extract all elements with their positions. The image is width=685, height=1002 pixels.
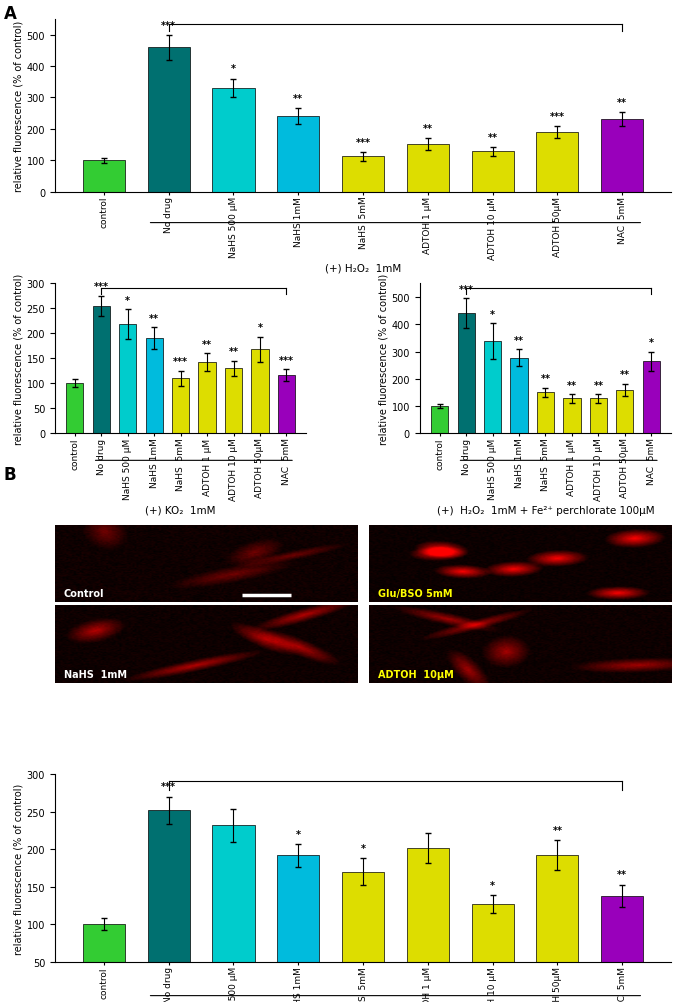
Bar bbox=[172, 379, 189, 434]
Text: *: * bbox=[360, 843, 366, 853]
Text: ***: *** bbox=[356, 137, 371, 147]
Text: ***: *** bbox=[161, 21, 176, 30]
X-axis label: (+) H₂O₂  1mM: (+) H₂O₂ 1mM bbox=[325, 264, 401, 274]
Text: ***: *** bbox=[550, 111, 565, 121]
Bar bbox=[471, 152, 514, 192]
Bar bbox=[431, 407, 448, 434]
Text: **: ** bbox=[617, 97, 627, 107]
Text: *: * bbox=[649, 338, 653, 348]
Bar bbox=[147, 48, 190, 192]
Text: Control: Control bbox=[64, 589, 104, 599]
Text: *: * bbox=[490, 880, 495, 890]
Bar bbox=[147, 811, 190, 999]
Text: **: ** bbox=[488, 132, 497, 142]
Bar bbox=[66, 384, 84, 434]
Text: **: ** bbox=[229, 347, 238, 357]
Bar bbox=[212, 826, 255, 999]
Bar bbox=[199, 363, 216, 434]
Bar bbox=[83, 161, 125, 192]
Bar bbox=[92, 307, 110, 434]
Bar bbox=[590, 399, 607, 434]
Text: **: ** bbox=[514, 336, 524, 346]
Text: *: * bbox=[490, 310, 495, 320]
Text: ADTOH  10µM: ADTOH 10µM bbox=[378, 669, 454, 679]
Bar bbox=[119, 325, 136, 434]
Text: ***: *** bbox=[459, 285, 473, 295]
Bar bbox=[342, 157, 384, 192]
Text: **: ** bbox=[423, 124, 433, 134]
Y-axis label: relative fluorescence (% of control): relative fluorescence (% of control) bbox=[14, 783, 24, 954]
Text: **: ** bbox=[593, 381, 603, 391]
Text: *: * bbox=[258, 323, 262, 333]
Bar bbox=[643, 362, 660, 434]
Text: ***: *** bbox=[161, 782, 176, 792]
Bar bbox=[458, 314, 475, 434]
Text: Glu/BSO 5mM: Glu/BSO 5mM bbox=[378, 589, 453, 599]
Bar bbox=[536, 133, 579, 192]
Bar bbox=[563, 399, 580, 434]
Text: ***: *** bbox=[173, 357, 188, 367]
X-axis label: (+)  H₂O₂  1mM + Fe²⁺ perchlorate 100µM: (+) H₂O₂ 1mM + Fe²⁺ perchlorate 100µM bbox=[436, 505, 654, 515]
Bar bbox=[225, 369, 242, 434]
Bar bbox=[536, 856, 579, 999]
Text: A: A bbox=[3, 5, 16, 23]
Bar bbox=[407, 144, 449, 192]
Text: ***: *** bbox=[279, 356, 294, 366]
X-axis label: (+) KO₂  1mM: (+) KO₂ 1mM bbox=[145, 505, 216, 515]
Bar bbox=[601, 896, 643, 999]
Bar bbox=[510, 358, 527, 434]
Bar bbox=[278, 376, 295, 434]
Text: *: * bbox=[125, 296, 130, 306]
Text: *: * bbox=[231, 64, 236, 74]
Bar bbox=[616, 391, 634, 434]
Bar bbox=[471, 904, 514, 999]
Bar bbox=[83, 925, 125, 999]
Text: **: ** bbox=[617, 869, 627, 879]
Text: **: ** bbox=[552, 825, 562, 835]
Bar bbox=[212, 89, 255, 192]
Text: **: ** bbox=[293, 94, 303, 104]
Text: NaHS  1mM: NaHS 1mM bbox=[64, 669, 127, 679]
Text: **: ** bbox=[567, 381, 577, 391]
Bar bbox=[407, 848, 449, 999]
Text: B: B bbox=[3, 466, 16, 484]
Bar bbox=[601, 119, 643, 192]
Bar bbox=[277, 117, 319, 192]
Y-axis label: relative fluorescence (% of control): relative fluorescence (% of control) bbox=[14, 274, 24, 445]
Text: **: ** bbox=[620, 370, 630, 380]
Text: **: ** bbox=[149, 314, 159, 324]
Text: *: * bbox=[296, 829, 301, 839]
Bar bbox=[146, 339, 163, 434]
Y-axis label: relative fluorescence (% of control): relative fluorescence (% of control) bbox=[379, 274, 388, 445]
Text: **: ** bbox=[540, 374, 551, 384]
Bar bbox=[537, 393, 554, 434]
Bar bbox=[484, 342, 501, 434]
Y-axis label: relative fluorescence (% of control): relative fluorescence (% of control) bbox=[14, 21, 24, 191]
Text: **: ** bbox=[202, 340, 212, 350]
Bar bbox=[342, 872, 384, 999]
Bar bbox=[251, 350, 269, 434]
Text: ***: *** bbox=[94, 282, 109, 292]
Bar bbox=[277, 856, 319, 999]
